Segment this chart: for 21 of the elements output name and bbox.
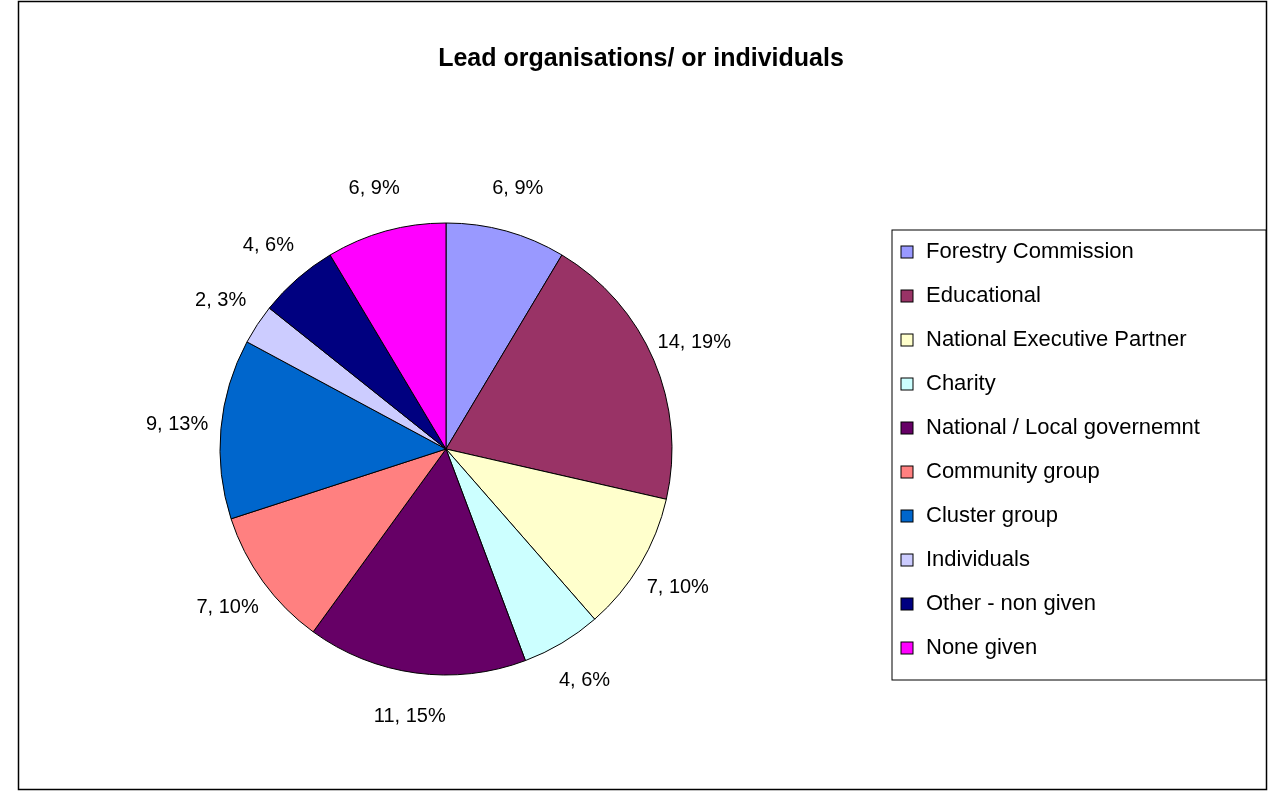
data-label: 6, 9% [492,176,544,199]
chart-title: Lead organisations/ or individuals [438,43,844,71]
legend-label: Community group [926,457,1100,483]
data-label: 11, 15% [373,703,446,726]
legend-label: Other - non given [926,589,1096,615]
legend-label: None given [926,633,1038,659]
legend-label: Charity [926,369,996,395]
data-label: 9, 13% [145,412,209,435]
data-label: 6, 9% [348,176,400,199]
legend-label: Forestry Commission [926,237,1134,263]
data-label: 4, 6% [242,232,295,255]
legend-label: Individuals [926,545,1030,571]
data-label: 4, 6% [558,668,611,691]
data-label: 2, 3% [195,287,247,310]
data-label: 14, 19% [657,330,732,353]
legend-label: National / Local governemnt [926,413,1200,439]
data-label: 7, 10% [646,574,710,597]
legend-label: Cluster group [926,501,1059,527]
data-label: 7, 10% [196,594,259,617]
legend-label: National Executive Partner [926,325,1187,351]
legend-label: Educational [926,281,1041,307]
